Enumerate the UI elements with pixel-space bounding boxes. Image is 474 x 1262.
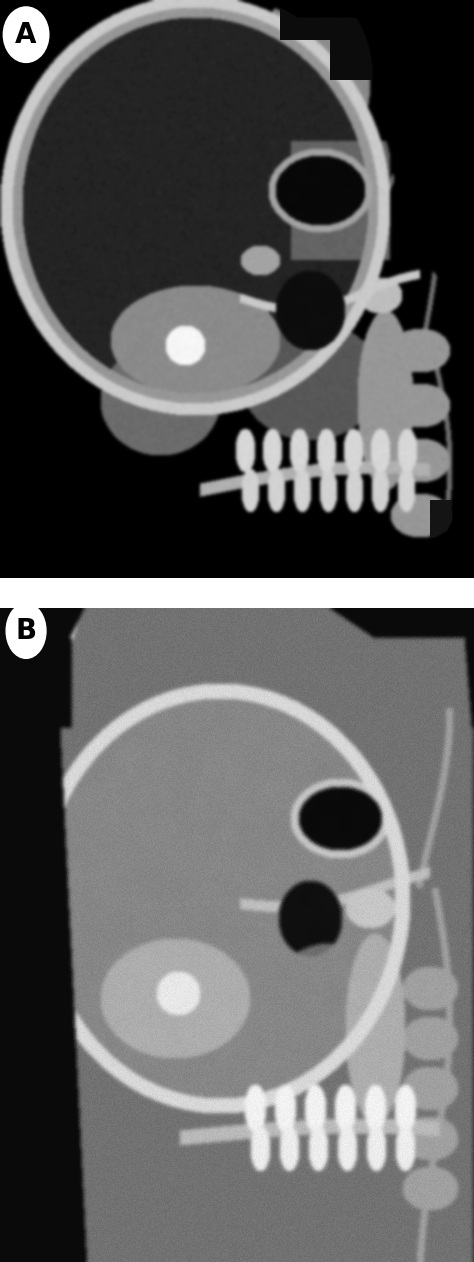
Circle shape: [3, 6, 49, 62]
Text: A: A: [15, 20, 37, 49]
Circle shape: [6, 603, 46, 659]
Text: B: B: [16, 617, 36, 645]
